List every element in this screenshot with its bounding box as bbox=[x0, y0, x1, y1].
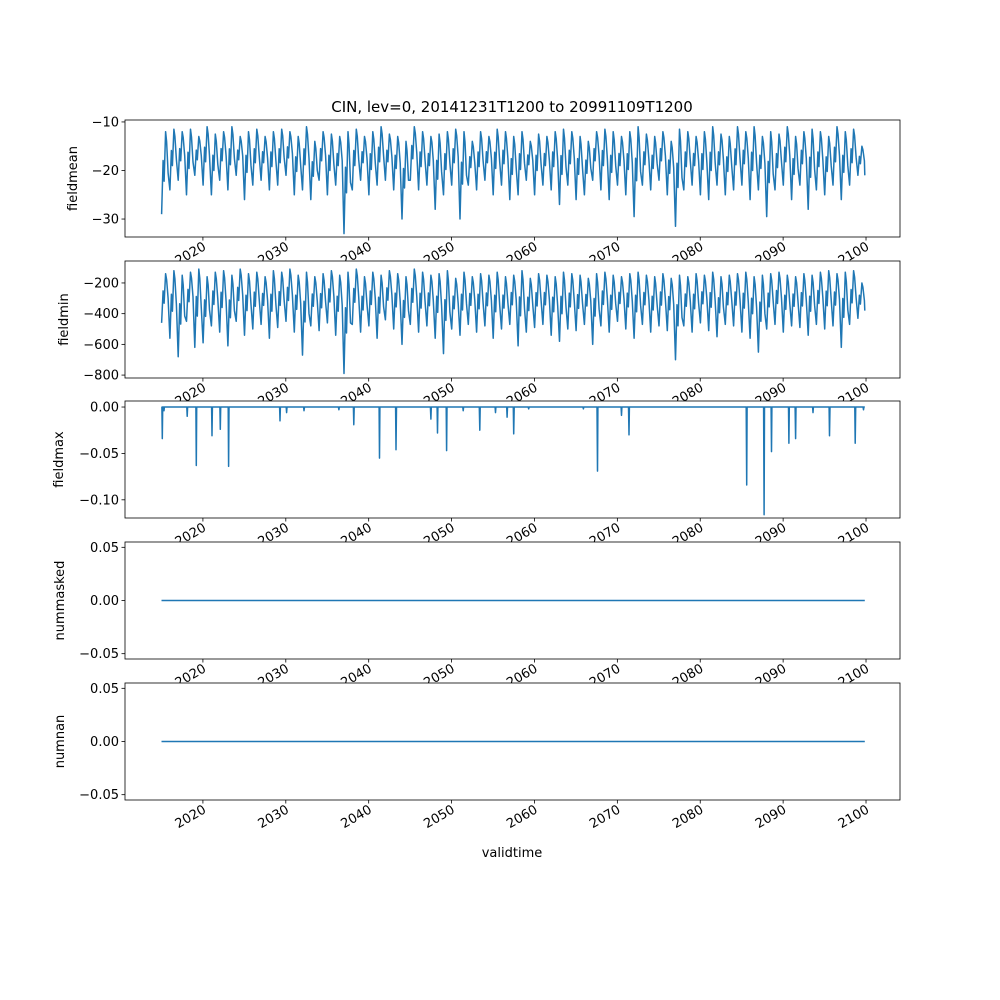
y-tick-label: 0.00 bbox=[90, 401, 119, 416]
axes-frame bbox=[124, 400, 901, 519]
y-tick-label: −0.05 bbox=[79, 788, 119, 803]
axes-background bbox=[125, 401, 900, 518]
y-axis-label-fieldmin: fieldmin bbox=[57, 293, 72, 346]
y-tick-label: −200 bbox=[83, 276, 119, 291]
y-tick-label: −10 bbox=[92, 115, 119, 130]
y-tick-label: 0.05 bbox=[90, 541, 119, 556]
x-tick-label: 2080 bbox=[670, 802, 706, 832]
y-tick-label: −0.05 bbox=[79, 447, 119, 462]
y-tick-label: 0.00 bbox=[90, 735, 119, 750]
x-tick-label: 2060 bbox=[504, 802, 540, 832]
panel-numnan: 0.05 0.00 −0.05 2020 2030 2040 2050 2060 2070 208… bbox=[53, 682, 901, 832]
x-axis-label: validtime bbox=[482, 846, 543, 861]
x-tick-label: 2040 bbox=[339, 802, 375, 832]
x-tick-label: 2100 bbox=[836, 802, 872, 832]
series-line-fieldmax bbox=[161, 406, 865, 516]
y-tick-label: −0.05 bbox=[79, 647, 119, 662]
chart-title: CIN, lev=0, 20141231T1200 to 20991109T12… bbox=[331, 98, 693, 116]
y-axis-label-fieldmax: fieldmax bbox=[52, 431, 67, 488]
x-tick-label: 2020 bbox=[173, 802, 209, 832]
axes-frame bbox=[124, 260, 901, 379]
y-tick-label: −30 bbox=[92, 213, 119, 228]
y-axis-label-nummasked: nummasked bbox=[53, 561, 68, 641]
y-tick-label: 0.00 bbox=[90, 594, 119, 609]
x-tick-label: 2030 bbox=[256, 802, 292, 832]
y-tick-label: −600 bbox=[83, 338, 119, 353]
y-tick-label: −20 bbox=[92, 164, 119, 179]
series-line-fieldmin bbox=[160, 268, 866, 375]
x-tick-label: 2070 bbox=[587, 802, 623, 832]
y-axis-label-fieldmean: fieldmean bbox=[66, 146, 81, 211]
x-tick-label: 2090 bbox=[753, 802, 789, 832]
y-axis-label-numnan: numnan bbox=[53, 715, 68, 769]
x-tick-label: 2050 bbox=[421, 802, 457, 832]
y-tick-label: −800 bbox=[83, 369, 119, 384]
y-tick-label: 0.05 bbox=[90, 682, 119, 697]
series-line-fieldmean bbox=[160, 126, 866, 235]
y-tick-label: −400 bbox=[83, 307, 119, 322]
axes-frame bbox=[124, 119, 901, 238]
y-tick-label: −0.10 bbox=[79, 493, 119, 508]
